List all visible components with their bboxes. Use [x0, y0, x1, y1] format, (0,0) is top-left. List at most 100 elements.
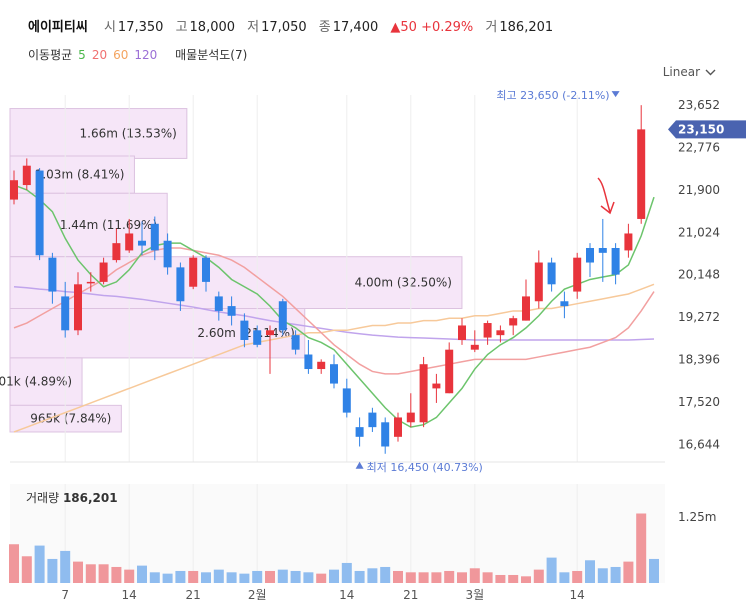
- x-tick-label: 14: [122, 588, 137, 602]
- candle: [637, 105, 646, 224]
- y-tick-label: 20,148: [678, 268, 720, 282]
- volume-bar: [21, 556, 32, 583]
- y-tick-label: 19,272: [678, 310, 720, 324]
- volume-bar: [457, 572, 467, 583]
- volume-bar: [239, 573, 250, 583]
- candle: [291, 330, 300, 355]
- candle-body: [470, 344, 479, 350]
- candle: [509, 315, 518, 336]
- price-summary: 에이피티씨 시 17,350 고 18,000 저 17,050 종 17,400 ▲5…: [28, 16, 561, 35]
- y-tick-label: 17,520: [678, 395, 720, 409]
- candle-body: [214, 296, 223, 311]
- ma60-period[interactable]: 60: [113, 48, 129, 62]
- volume-profile-toggle[interactable]: 매물분석도(7): [175, 48, 248, 62]
- volume-bar: [431, 572, 442, 583]
- candle-body: [330, 364, 338, 384]
- volume-profile-label: 1.03m (8.41%): [35, 168, 125, 182]
- candle: [368, 407, 377, 432]
- volume-bar: [572, 570, 583, 583]
- y-tick-label: 22,776: [678, 140, 720, 154]
- high-annotation: 최고 23,650 (-2.11%): [496, 89, 609, 102]
- volume-profile-label: 1.44m (11.69%): [60, 218, 157, 232]
- candle-body: [138, 240, 146, 246]
- candle-body: [278, 301, 287, 331]
- volume-bar: [367, 568, 378, 583]
- candle: [150, 216, 159, 261]
- low-label: 저: [247, 20, 260, 35]
- high-marker-icon: [611, 91, 620, 98]
- candle-body: [624, 233, 633, 251]
- moving-average-toggle[interactable]: 이동평균: [28, 48, 73, 62]
- change-value: ▲50: [390, 20, 417, 35]
- candle-body: [150, 223, 159, 251]
- candle-body: [35, 170, 44, 256]
- candle: [138, 221, 146, 256]
- volume-bar: [73, 561, 83, 583]
- candle-body: [266, 330, 274, 336]
- volume-bar: [213, 569, 224, 583]
- scale-dropdown[interactable]: Linear: [663, 65, 716, 79]
- volume-bar: [47, 558, 58, 583]
- candle: [330, 354, 338, 389]
- current-price-tag: [668, 120, 746, 139]
- low-annotation: 최저 16,450 (40.73%): [367, 461, 483, 474]
- candle: [48, 252, 57, 304]
- candle: [189, 255, 198, 290]
- volume-label: 거: [485, 20, 498, 35]
- candle-body: [419, 364, 428, 423]
- close-value: 17,400: [332, 20, 379, 35]
- volume-profile-bar: [9, 357, 83, 406]
- close-label: 종: [318, 20, 331, 35]
- ma120-period[interactable]: 120: [134, 48, 158, 62]
- candle: [176, 262, 185, 311]
- candle-body: [74, 284, 82, 331]
- candle-body: [394, 417, 402, 437]
- volume-bar: [277, 569, 288, 583]
- candle-body: [176, 267, 185, 302]
- candle: [573, 252, 582, 299]
- candle-body: [112, 243, 121, 261]
- volume-bar: [610, 566, 621, 583]
- candle: [406, 393, 415, 428]
- volume-bar: [559, 572, 570, 583]
- candle-body: [368, 412, 377, 428]
- candle: [483, 320, 492, 345]
- candle: [74, 272, 82, 336]
- candle: [522, 279, 530, 321]
- volume-bar: [137, 565, 147, 583]
- volume-bar: [226, 572, 237, 583]
- ma20-period[interactable]: 20: [91, 48, 108, 62]
- candle-body: [483, 323, 492, 338]
- volume-bar: [354, 570, 365, 583]
- y-tick-label: 21,024: [678, 225, 720, 239]
- candle-body: [125, 233, 134, 251]
- volume-bar: [469, 568, 480, 583]
- volume-tick-label: 1.25m: [678, 510, 716, 524]
- candle-body: [509, 318, 518, 326]
- volume-bar: [495, 574, 506, 583]
- ma5-period[interactable]: 5: [78, 48, 86, 62]
- candle-body: [586, 247, 594, 263]
- candle-body: [445, 349, 454, 394]
- volume-bar: [149, 572, 160, 583]
- candle: [112, 228, 121, 263]
- candle-body: [522, 296, 530, 321]
- volume-bar: [636, 513, 647, 583]
- candle-body: [458, 325, 466, 340]
- y-tick-label: 23,652: [678, 98, 720, 112]
- candle-body: [573, 257, 582, 292]
- candle: [419, 356, 428, 428]
- volume-bar: [162, 573, 173, 583]
- candle-body: [496, 330, 505, 336]
- volume-bar: [405, 572, 416, 583]
- chevron-down-icon: [705, 65, 716, 79]
- high-value: 18,000: [189, 20, 236, 35]
- candle: [35, 168, 44, 261]
- candle: [202, 255, 210, 292]
- candle: [10, 170, 18, 205]
- x-tick-label: 2월: [248, 588, 267, 602]
- candle-body: [61, 296, 70, 331]
- volume-bar: [188, 570, 199, 583]
- volume-bar: [85, 564, 96, 583]
